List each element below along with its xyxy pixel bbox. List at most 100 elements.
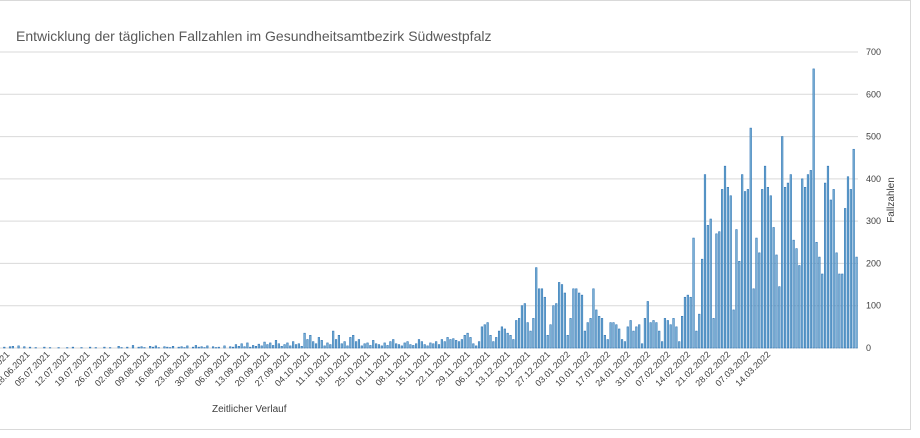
bar [409,344,412,349]
bar [3,346,6,349]
bar [383,342,386,349]
bar [560,284,564,349]
bar [798,265,801,349]
bar [781,136,784,349]
bar [809,170,812,349]
bar [535,267,538,349]
bar [718,231,721,349]
bar [163,346,166,349]
bar [435,341,438,349]
bar [489,335,492,349]
bar [572,288,575,349]
bar [698,313,701,349]
bar [523,303,526,349]
bar [443,341,446,349]
bar [354,341,358,349]
bar [363,343,366,349]
bar [103,346,106,349]
bar [778,286,781,349]
bar [303,332,306,349]
grid-lines [0,51,858,349]
bar [600,318,604,349]
bar [455,340,458,349]
bar [28,346,32,349]
bar [789,174,792,349]
bar [821,273,824,349]
bar [732,309,735,349]
bar [314,343,318,349]
bar [283,344,286,349]
bar [686,294,689,349]
bar [503,328,506,349]
bar [769,195,772,349]
bar [775,254,778,349]
bar [197,346,200,349]
bar [506,332,509,349]
bar [738,261,741,349]
bar [695,330,698,349]
bar [395,343,398,349]
bar [486,322,489,349]
bar [452,338,455,349]
bar [257,343,260,349]
bar [706,225,709,349]
bar [683,296,687,349]
bar [309,335,312,349]
bar [292,341,295,349]
bar [726,187,729,349]
bar [509,335,512,349]
bar [795,248,798,349]
bar [758,252,761,349]
bar [618,328,621,349]
bar [835,252,838,349]
bar [841,273,844,349]
bar [729,195,732,349]
bar [415,343,418,349]
chart-title: Entwicklung der täglichen Fallzahlen im … [16,28,491,44]
bar [266,344,269,349]
bar [406,341,409,349]
bar [149,346,152,349]
bar [234,344,238,349]
bar [17,345,20,349]
bar [449,339,452,349]
bar [575,288,578,349]
bar [580,294,584,349]
bar [746,189,749,349]
bar [786,182,790,349]
bar [252,345,255,349]
bar [437,344,441,349]
bar [475,345,478,349]
bar [743,191,747,349]
bar [280,346,283,349]
bar [803,187,807,349]
bar [8,346,12,349]
bar [472,343,475,349]
bar [543,296,546,349]
y-tick-label: 0 [866,343,871,353]
bar [829,199,832,349]
bar [191,346,195,349]
bar [609,322,612,349]
bar [678,341,681,349]
bar [277,343,280,349]
bar [211,346,215,349]
bar [329,344,332,349]
bar [469,337,472,349]
bar [652,320,655,349]
bar [635,326,638,349]
bar [357,339,361,349]
bar [286,342,289,349]
bar [237,346,240,349]
bar [529,330,532,349]
bar [675,326,678,349]
bar [372,340,375,349]
bar [43,346,46,349]
bar [500,326,504,349]
bar [566,335,569,349]
bar [832,189,835,349]
bar [360,345,363,349]
bar [672,318,675,349]
bar [715,233,718,349]
